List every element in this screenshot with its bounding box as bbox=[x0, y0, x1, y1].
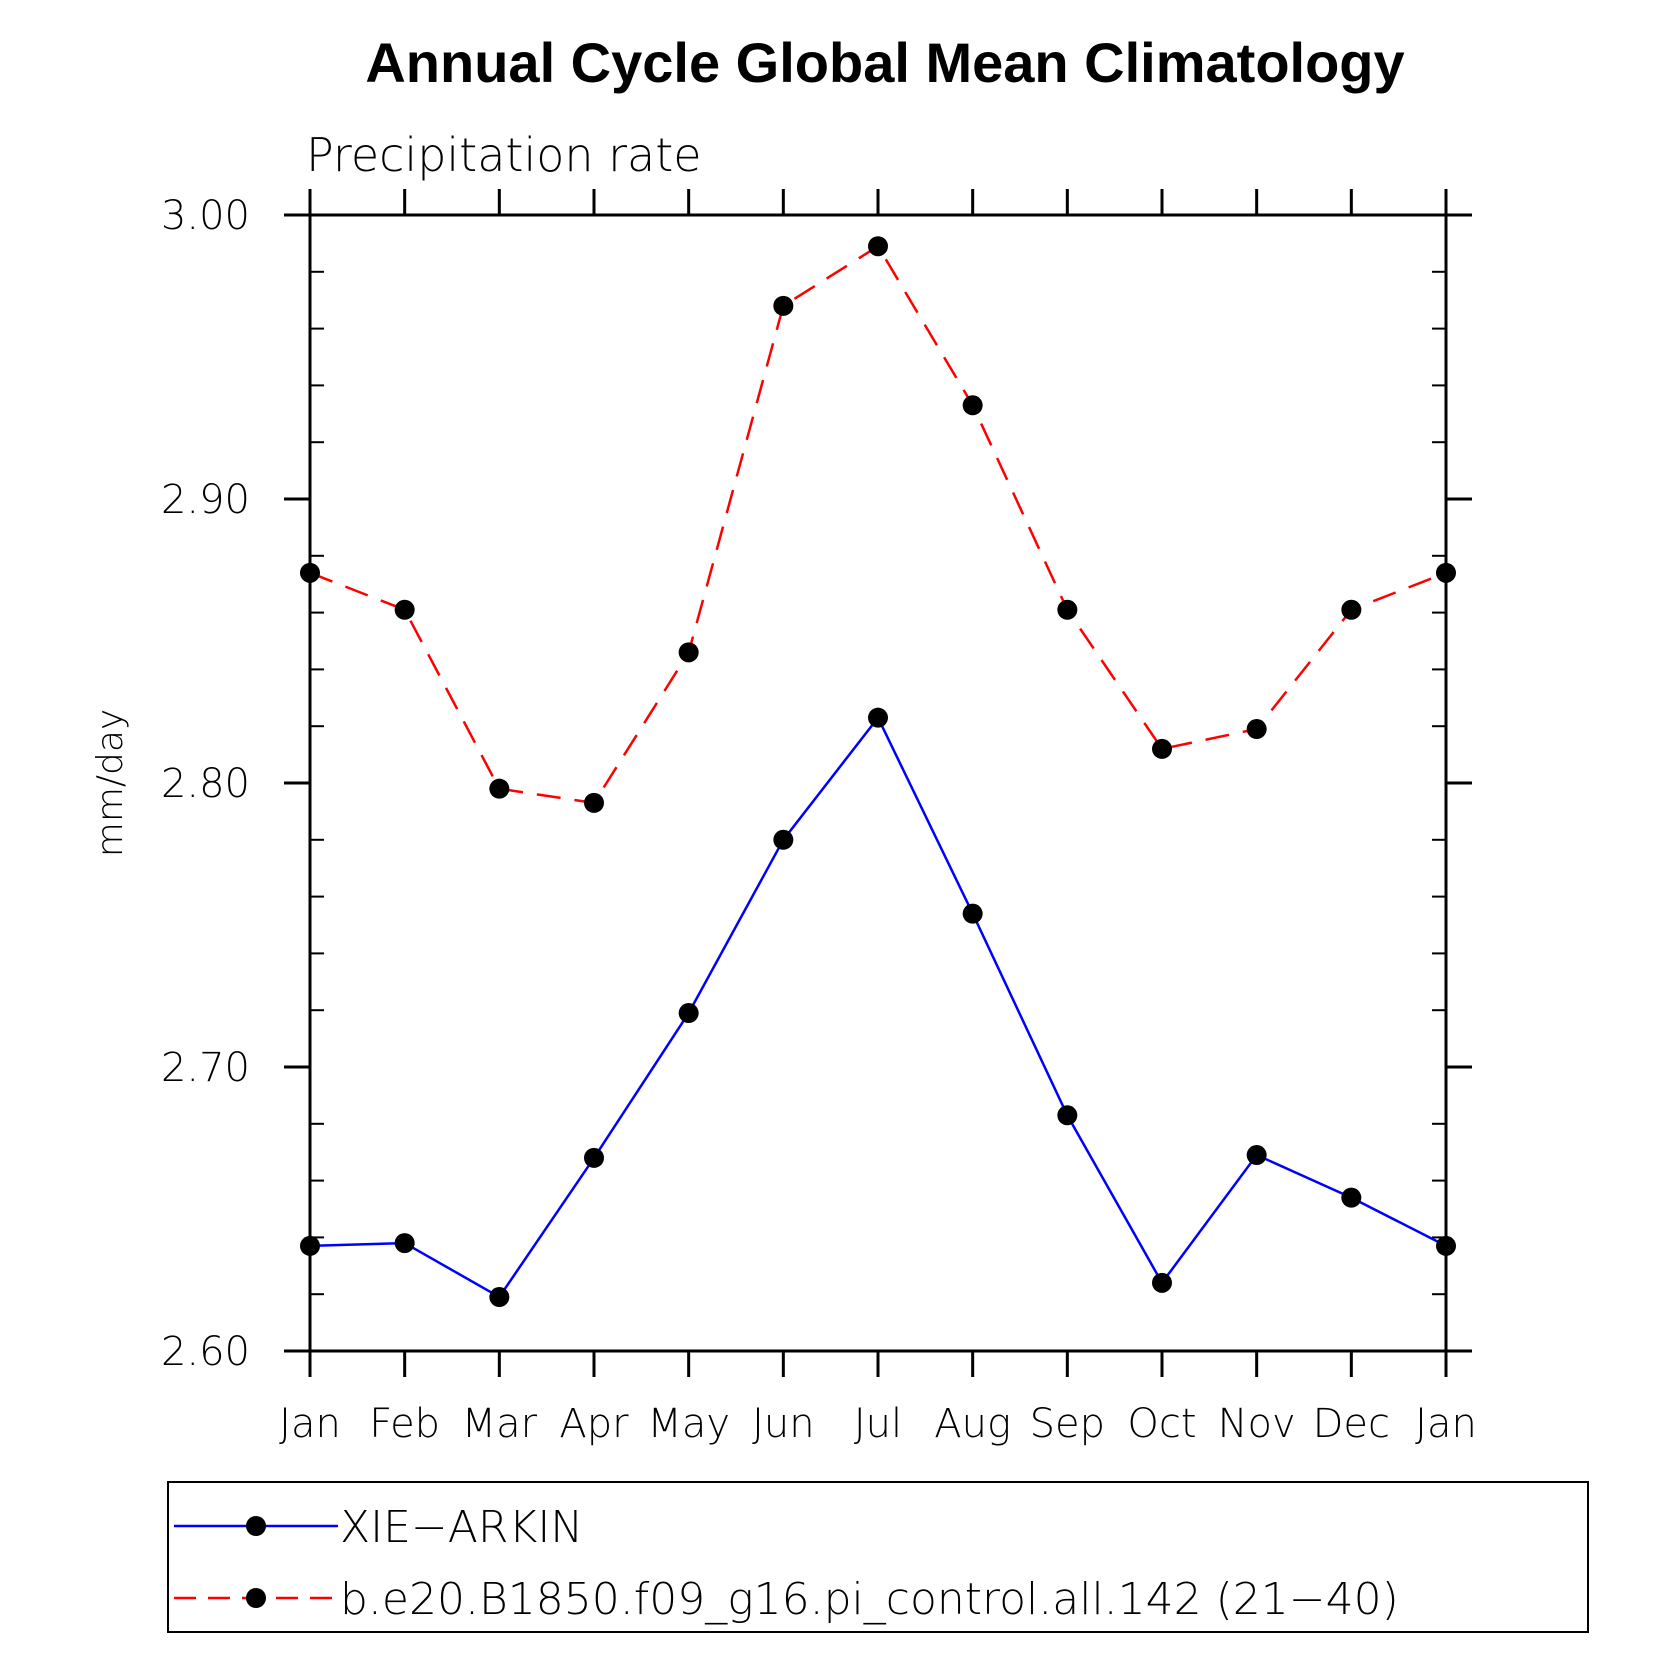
data-point bbox=[773, 829, 794, 850]
data-point bbox=[678, 642, 699, 663]
data-point bbox=[1246, 1145, 1267, 1166]
data-point bbox=[1341, 1187, 1362, 1208]
y-tick-label: 3.00 bbox=[161, 193, 250, 239]
data-point bbox=[773, 295, 794, 316]
x-tick-label: Apr bbox=[559, 1401, 629, 1447]
minor-ticks bbox=[310, 270, 1446, 1296]
data-point bbox=[1152, 738, 1172, 759]
x-tick-label: Oct bbox=[1127, 1401, 1196, 1447]
x-tick-label: May bbox=[647, 1401, 730, 1447]
major-ticks bbox=[284, 189, 1472, 1377]
legend-items: XIE−ARKIN b.e20.B1850.f09_g16.pi_control.… bbox=[174, 1502, 1399, 1625]
x-tick-label: Feb bbox=[369, 1401, 440, 1447]
y-tick-label: 2.80 bbox=[161, 761, 250, 807]
legend-label-1: b.e20.B1850.f09_g16.pi_control.all.142 (… bbox=[340, 1574, 1399, 1625]
plot-frame bbox=[308, 213, 1448, 1353]
data-point bbox=[584, 792, 604, 813]
y-tick-labels: 2.60 2.70 2.80 2.90 3.00 bbox=[161, 193, 250, 1375]
data-point bbox=[678, 1003, 699, 1024]
data-point bbox=[1057, 1105, 1078, 1126]
data-point bbox=[1057, 599, 1078, 620]
data-point bbox=[1341, 599, 1362, 620]
data-point bbox=[868, 707, 888, 728]
data-point bbox=[1246, 719, 1267, 740]
x-tick-label: Mar bbox=[462, 1401, 538, 1447]
y-tick-label: 2.70 bbox=[161, 1045, 250, 1091]
data-point bbox=[962, 395, 983, 416]
x-tick-label: Jan bbox=[1415, 1401, 1477, 1447]
data-point bbox=[584, 1147, 604, 1168]
data-point bbox=[1152, 1272, 1172, 1293]
data-point bbox=[962, 903, 983, 924]
x-tick-label: Jun bbox=[752, 1401, 815, 1447]
x-tick-label: Jul bbox=[854, 1401, 902, 1447]
x-tick-label: Dec bbox=[1313, 1401, 1390, 1447]
x-tick-label: Nov bbox=[1218, 1401, 1296, 1447]
series-layer bbox=[300, 236, 1456, 1308]
chart-subtitle: Precipitation rate bbox=[306, 128, 702, 182]
x-tick-label: Sep bbox=[1030, 1401, 1105, 1447]
data-point bbox=[489, 1287, 510, 1308]
data-point bbox=[489, 778, 510, 799]
y-tick-label: 2.60 bbox=[161, 1329, 250, 1375]
legend-marker-0 bbox=[246, 1516, 266, 1536]
data-point bbox=[394, 599, 415, 620]
x-tick-labels: Jan Feb Mar Apr May Jun Jul Aug Sep Oct Nov Dec Jan bbox=[279, 1401, 1477, 1447]
legend-marker-1 bbox=[246, 1588, 266, 1608]
y-tick-label: 2.90 bbox=[161, 477, 250, 523]
x-tick-label: Jan bbox=[279, 1401, 341, 1447]
chart-title: Annual Cycle Global Mean Climatology bbox=[365, 31, 1404, 94]
data-point bbox=[868, 236, 888, 257]
x-tick-label: Aug bbox=[934, 1401, 1011, 1447]
legend-box bbox=[167, 1481, 1589, 1633]
data-point bbox=[394, 1233, 415, 1254]
series-line-0 bbox=[309, 715, 1447, 1299]
legend: XIE−ARKIN b.e20.B1850.f09_g16.pi_control.… bbox=[167, 1481, 1589, 1633]
y-axis-label: mm/day bbox=[90, 709, 131, 857]
legend-label-0: XIE−ARKIN bbox=[340, 1502, 583, 1553]
